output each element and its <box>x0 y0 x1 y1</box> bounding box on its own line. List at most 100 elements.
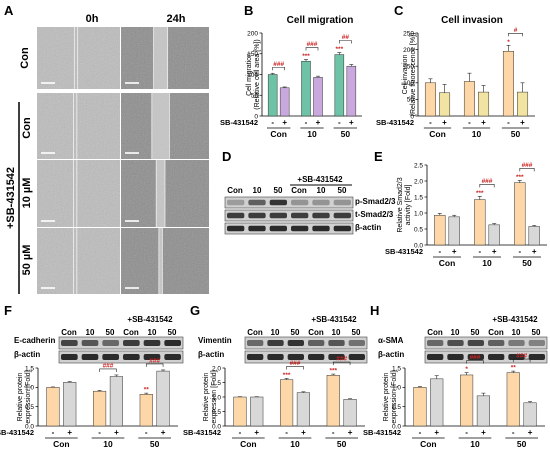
significance-mark: *** <box>516 174 524 181</box>
blot-band <box>227 212 245 219</box>
significance-mark: ** <box>511 365 517 372</box>
sb-sign: + <box>434 428 439 437</box>
wound-gap <box>158 228 163 294</box>
blot-band <box>528 340 545 346</box>
band-label-a-sma: α-SMA <box>378 336 404 345</box>
treatment-label: +SB-431542 <box>492 315 538 324</box>
sb-row-label: SB-431542 <box>376 118 414 127</box>
blot-band <box>269 225 287 232</box>
lane-label-sb-50: 50 <box>352 328 361 337</box>
bar <box>46 387 60 427</box>
row-label-sb-con: Con <box>21 117 33 139</box>
lane-label-50: 50 <box>291 328 300 337</box>
micrograph <box>121 27 209 89</box>
treatment-label: +SB-431542 <box>311 315 357 324</box>
blot-band <box>143 354 161 360</box>
y-tick-label: 2.0 <box>414 178 423 185</box>
blot-band <box>447 340 464 346</box>
significance-mark: *** <box>302 53 310 60</box>
y-tick-label: 2.5 <box>414 162 423 169</box>
y-tick-label: 200 <box>247 30 258 37</box>
blot-band <box>269 212 287 219</box>
y-tick-label: 0.5 <box>25 404 34 411</box>
blot-band <box>508 354 525 360</box>
sb-sign: - <box>285 428 288 437</box>
treatment-label: +SB-431542 <box>297 175 343 184</box>
sb-sign: + <box>442 118 447 127</box>
bar <box>502 51 514 117</box>
y-tick-label: 1.5 <box>212 380 221 387</box>
blot-band <box>102 340 119 346</box>
lane-label-10: 10 <box>253 186 262 195</box>
bar <box>413 387 427 427</box>
sb-sign: + <box>348 428 353 437</box>
col-label-0h: 0h <box>86 13 99 25</box>
band-label-e-cadherin: E-cadherin <box>14 336 55 345</box>
group-label: Con <box>420 439 437 449</box>
blot-band <box>488 354 505 360</box>
panel-letter-c: C <box>394 3 404 18</box>
chart-e-cadherin: Relative protein expression [Fold]0.0 0.5 1… <box>0 357 178 449</box>
sb-row-label: SB-431542 <box>385 247 423 256</box>
sb-sign: + <box>528 428 533 437</box>
micrograph-texture <box>37 228 120 294</box>
blot-band <box>308 354 325 360</box>
wound-gap <box>156 160 165 227</box>
significance-bracket-label: ### <box>470 354 481 361</box>
sb-row-label: SB-431542 <box>0 428 34 437</box>
significance-mark: ** <box>144 387 150 394</box>
significance-bracket <box>286 366 304 370</box>
y-tick-label: 0.0 <box>392 423 401 430</box>
blot-band <box>427 340 444 346</box>
blot-band <box>312 212 330 219</box>
y-tick-label: 1.0 <box>212 394 221 401</box>
sb-sign: - <box>507 118 510 127</box>
significance-bracket <box>272 66 285 71</box>
significance-bracket-label: ### <box>307 41 318 48</box>
blot-band <box>123 354 140 360</box>
significance-bracket-label: ### <box>516 353 527 360</box>
panel-letter-d: D <box>222 149 231 164</box>
y-tick-label: 50 <box>407 97 415 104</box>
significance-bracket-label: ### <box>149 357 160 364</box>
sb-sign: - <box>52 428 55 437</box>
bar <box>109 376 123 427</box>
significance-bracket <box>99 368 117 372</box>
micrograph <box>37 93 120 159</box>
group-label: Con <box>429 129 446 139</box>
sb-sign: + <box>532 247 537 256</box>
bar <box>250 396 264 427</box>
lane-label-sb-10: 10 <box>512 328 521 337</box>
sb-sign: - <box>518 247 521 256</box>
micrograph <box>37 160 120 227</box>
band-label-actin: β-actin <box>378 350 404 359</box>
sb-sign: + <box>452 247 457 256</box>
y-tick-label: 1.5 <box>25 365 34 372</box>
micrograph-texture <box>37 93 120 159</box>
blot-band <box>267 354 284 360</box>
y-axis-label: Cell migration <box>246 53 253 96</box>
significance-mark: * <box>507 39 510 46</box>
blot-band <box>333 199 351 206</box>
sb-sign: - <box>305 118 308 127</box>
blot-band <box>164 354 181 360</box>
y-axis-label: expression [Fold] <box>211 370 218 423</box>
significance-bracket-label: ### <box>273 61 284 68</box>
blot-band <box>269 199 287 206</box>
sb-sign: + <box>161 428 166 437</box>
y-tick-label: 50 <box>251 93 259 100</box>
y-tick-label: 0.0 <box>25 423 34 430</box>
bar <box>267 74 278 117</box>
blot-band <box>61 354 78 360</box>
sb-sign: - <box>465 428 468 437</box>
blot-band <box>467 354 484 360</box>
blot-band <box>248 199 266 206</box>
y-tick-label: 0.0 <box>414 242 423 249</box>
blot-band <box>267 340 284 346</box>
bar <box>439 92 451 117</box>
lane-label-sb-50: 50 <box>532 328 541 337</box>
y-axis-label: Relative Smad2/3 <box>397 177 404 232</box>
panel-d-western-blot: Con 10 50 Con 10 50 +SB-431542 p-Smad2/3… <box>224 175 396 235</box>
group-label: Con <box>240 439 257 449</box>
